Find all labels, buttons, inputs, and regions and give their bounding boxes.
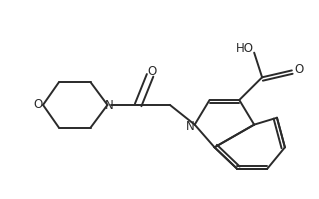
Text: N: N — [186, 120, 195, 133]
Text: O: O — [147, 65, 157, 78]
Text: O: O — [33, 99, 43, 111]
Text: N: N — [105, 100, 114, 112]
Text: O: O — [294, 63, 303, 76]
Text: HO: HO — [236, 42, 254, 55]
